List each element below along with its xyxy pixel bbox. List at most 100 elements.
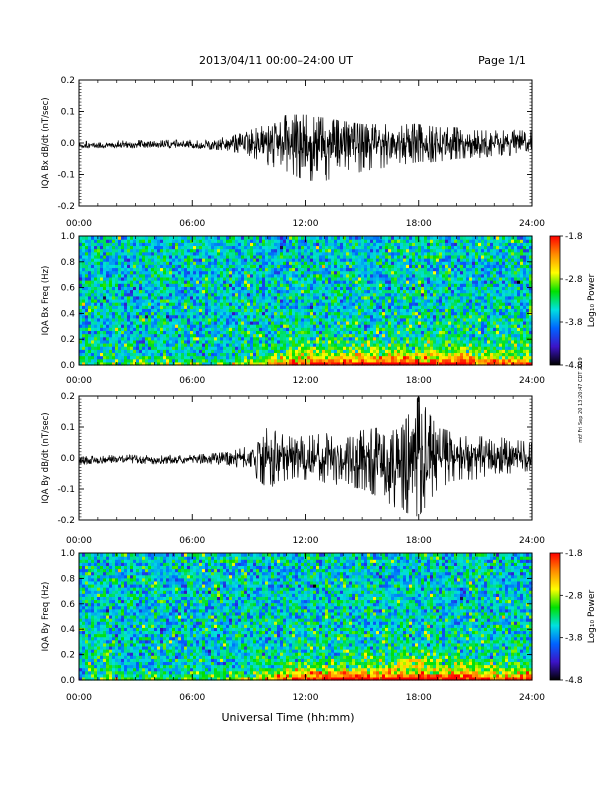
spectrogram-cell (85, 308, 89, 313)
spectrogram-cell (370, 308, 374, 313)
spectrogram-cell (265, 289, 269, 294)
spectrogram-cell (349, 330, 353, 335)
spectrogram-cell (100, 261, 104, 265)
spectrogram-cell (166, 317, 170, 322)
spectrogram-cell (403, 314, 407, 319)
spectrogram-cell (310, 352, 314, 357)
spectrogram-cell (82, 333, 86, 338)
spectrogram-cell (346, 330, 350, 335)
spectrogram-cell (103, 355, 107, 360)
spectrogram-cell (133, 283, 137, 287)
spectrogram-cell (367, 280, 371, 284)
spectrogram-cell (220, 355, 224, 360)
spectrogram-cell (370, 339, 374, 344)
spectrogram-cell (151, 273, 155, 278)
spectrogram-cell (145, 261, 149, 265)
spectrogram-cell (82, 258, 86, 262)
spectrogram-cell (418, 264, 422, 269)
spectrogram-cell (343, 327, 347, 331)
spectrogram-cell (121, 314, 125, 319)
spectrogram-cell (331, 314, 335, 319)
spectrogram-cell (346, 239, 350, 243)
spectrogram-cell (352, 352, 356, 357)
spectrogram-cell (163, 298, 167, 303)
spectrogram-cell (244, 292, 248, 297)
spectrogram-cell (265, 305, 269, 309)
spectrogram-cell (280, 289, 284, 294)
spectrogram-cell (430, 248, 434, 253)
spectrogram-cell (208, 264, 212, 269)
spectrogram-cell (103, 308, 107, 313)
spectrogram-cell (136, 308, 140, 313)
spectrogram-cell (187, 236, 191, 240)
spectrogram-cell (262, 242, 266, 247)
spectrogram-cell (274, 295, 278, 300)
spectrogram-cell (91, 292, 95, 297)
spectrogram-cell (253, 248, 257, 253)
spectrogram-cell (415, 346, 419, 350)
spectrogram-cell (169, 280, 173, 284)
spectrogram-cell (307, 308, 311, 313)
spectrogram-cell (88, 346, 92, 350)
spectrogram-cell (292, 280, 296, 284)
spectrogram-cell (295, 289, 299, 294)
spectrogram-cell (136, 314, 140, 319)
spectrogram-cell (358, 342, 362, 347)
spectrogram-cell (184, 311, 188, 316)
spectrogram-cell (166, 254, 170, 259)
spectrogram-cell (88, 355, 92, 360)
spectrogram-cell (244, 361, 248, 366)
spectrogram-cell (157, 308, 161, 313)
spectrogram-cell (322, 346, 326, 350)
spectrogram-cell (391, 339, 395, 344)
spectrogram-cell (217, 295, 221, 300)
spectrogram-cell (151, 339, 155, 344)
spectrogram-cell (382, 361, 386, 366)
spectrogram-cell (238, 261, 242, 265)
spectrogram-cell (118, 273, 122, 278)
spectrogram-cell (331, 355, 335, 360)
spectrogram-cell (373, 254, 377, 259)
spectrogram-cell (427, 314, 431, 319)
spectrogram-cell (199, 289, 203, 294)
spectrogram-cell (307, 248, 311, 253)
spectrogram-cell (91, 333, 95, 338)
spectrogram-cell (193, 327, 197, 331)
spectrogram-cell (190, 289, 194, 294)
spectrogram-cell (412, 270, 416, 275)
spectrogram-cell (388, 349, 392, 354)
spectrogram-cell (139, 346, 143, 350)
spectrogram-cell (268, 333, 272, 338)
spectrogram-cell (172, 264, 176, 269)
spectrogram-cell (328, 349, 332, 354)
spectrogram-cell (94, 330, 98, 335)
spectrogram-cell (151, 276, 155, 281)
spectrogram-cell (136, 261, 140, 265)
spectrogram-cell (145, 239, 149, 243)
spectrogram-cell (253, 273, 257, 278)
spectrogram-cell (193, 339, 197, 344)
spectrogram-cell (253, 311, 257, 316)
spectrogram-cell (427, 342, 431, 347)
spectrogram-cell (118, 280, 122, 284)
spectrogram-cell (175, 289, 179, 294)
spectrogram-cell (406, 361, 410, 366)
spectrogram-cell (358, 302, 362, 306)
spectrogram-cell (94, 305, 98, 309)
spectrogram-cell (151, 342, 155, 347)
spectrogram-cell (370, 248, 374, 253)
spectrogram-cell (175, 258, 179, 262)
spectrogram-cell (235, 352, 239, 357)
spectrogram-cell (85, 333, 89, 338)
spectrogram-cell (337, 358, 341, 363)
spectrogram-cell (178, 305, 182, 309)
spectrogram-cell (232, 333, 236, 338)
spectrogram-cell (181, 336, 185, 341)
spectrogram-cell (358, 261, 362, 265)
spectrogram-cell (190, 355, 194, 360)
spectrogram-cell (337, 295, 341, 300)
spectrogram-cell (91, 355, 95, 360)
spectrogram-cell (277, 333, 281, 338)
spectrogram-cell (211, 261, 215, 265)
spectrogram-cell (97, 295, 101, 300)
